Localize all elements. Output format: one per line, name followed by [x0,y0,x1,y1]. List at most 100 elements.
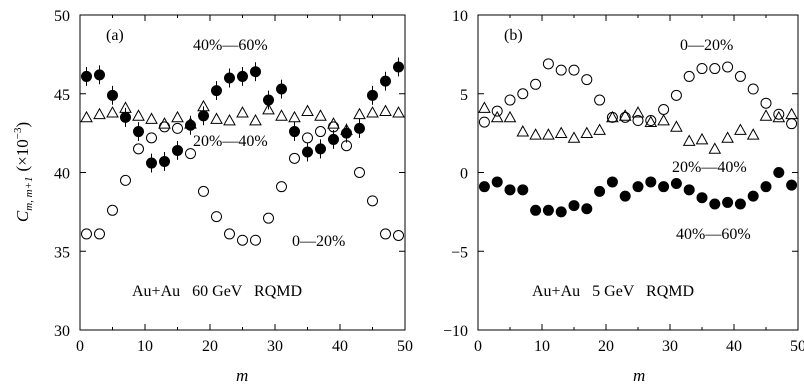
panel-b-open-circle-point [696,63,708,75]
panel-b-open-triangle-point [644,115,658,127]
panel-a-open-triangle-point [301,104,314,116]
panel-a-open-triangle-point [262,102,275,115]
panel-a-open-triangle-point [210,112,223,124]
panel-a-open-triangle-point [314,109,327,121]
panel-b-open-triangle-point [657,113,670,126]
panel-a-marks [80,57,405,246]
panel-b-open-circle-point [530,78,542,90]
panel-b-open-circle-point [786,118,798,130]
panel-b-open-triangle-point [759,109,773,121]
panel-b-filled-circle-point [581,203,593,215]
panel-b-filled-circle-point [747,190,759,202]
panel-b-open-triangle-point [670,120,683,132]
panel-b-open-triangle-point [606,110,619,123]
panel-b-open-triangle-point [708,142,722,154]
panel-a-open-triangle-point [197,99,210,112]
panel-a-open-circle-point [263,212,274,224]
panel-b-open-triangle-point [478,101,491,113]
panel-a-filled-circle-point [393,61,404,73]
panel-b-open-triangle-point [734,123,747,135]
panel-a-open-circle-point [380,228,391,240]
panel-a-filled-circle-point [263,94,274,106]
panel-b-open-triangle-point [490,110,504,123]
panel-b-filled-circle-point [530,204,542,216]
panel-a-ylabel: Cm, m+1 (×10−3) [12,122,35,222]
panel-b-open-triangle-point [567,131,581,143]
panel-a-open-circle-point [367,195,378,207]
panel-a-filled-circle-point [107,89,118,101]
panel-a-filled-circle-point [250,66,261,78]
panel-a-open-circle-point [198,185,209,197]
panel-a-xtick-label: 20 [202,338,218,355]
panel-b-open-circle-point [555,64,567,76]
panel-b-open-circle-point [542,58,554,70]
ylabel-exponent: −3 [12,127,24,139]
panel-a-xtick-label: 0 [76,338,84,355]
panel-b-label: (b) [504,27,523,44]
panel-b-filled-circle-point [683,184,695,196]
panel-b-open-triangle-point [721,131,734,143]
panel-b-filled-circle-point [555,206,567,218]
panel-b-filled-circle-point [504,184,516,196]
panel-a-open-triangle-point [236,106,249,118]
panel-a-open-triangle-point [379,104,392,116]
panel-b-xtick-label: 0 [474,338,482,355]
panel-a-filled-circle-point [276,83,287,95]
panel-a-annotation: Au+Au 60 GeV RQMD [132,283,302,300]
panel-b-xtick-label: 30 [662,338,678,355]
panel-a-ytick-label: 50 [54,8,70,25]
panel-b-filled-circle-point [542,204,554,216]
ylabel-symbol: C [13,210,32,222]
panel-a-open-triangle-point [353,107,366,120]
panel-b-filled-circle-point [760,181,772,193]
panel-a-xtick-label: 10 [137,338,153,355]
panel-a-open-circle-point [289,152,300,164]
panel-b-open-triangle-point [682,134,696,146]
panel-a: (a) 40%—60% 20%—40% 0—20% Au+Au 60 GeV R… [12,8,413,385]
panel-a-filled-circle-point [380,75,391,87]
panel-b-marks [478,58,798,218]
panel-b-open-circle-point [645,115,657,127]
panel-b-annotation: Au+Au 5 GeV RQMD [532,283,694,300]
panel-b-open-circle-point [632,115,644,127]
panel-b-open-triangle-point [618,109,632,121]
panel-a-open-circle-point [146,132,157,144]
panel-a-filled-circle-point [198,110,209,122]
panel-b-filled-circle-point [606,176,618,188]
panel-a-open-circle-point [315,126,326,138]
panel-b-xtick-label: 40 [726,338,742,355]
panel-a-open-circle-point [81,228,92,240]
panel-a-xlabel: m [236,366,248,385]
panel-a-open-circle-point [302,132,313,144]
panel-b-filled-circle-point [632,181,644,193]
panel-a-filled-circle-point [133,126,144,138]
panel-a-open-circle-point [341,140,352,152]
panel-a-ytick-label: 45 [54,87,70,104]
panel-b-open-circle-point [581,74,593,86]
panel-a-filled-circle-point [81,70,92,82]
panel-b-ytick-label: 10 [452,8,468,25]
panel-b-filled-circle-point [491,176,503,188]
panel-a-filled-circle-point [315,143,326,155]
panel-a-filled-circle-point [172,144,183,156]
panel-b-open-triangle-point [631,106,645,118]
panel-b-filled-circle-point [773,167,785,178]
panel-a-filled-circle-point [302,146,313,158]
panel-a-open-circle-point [107,204,118,216]
panel-a-filled-circle-point [237,70,248,82]
panel-b: (b) 0—20% 20%—40% 40%—60% Au+Au 5 GeV RQ… [443,8,804,385]
panel-a-open-circle-point [211,211,222,223]
panel-b-filled-circle-point [658,181,670,193]
panel-a-open-triangle-point [392,106,405,118]
panel-b-series-label-20-40: 20%—40% [672,159,747,176]
panel-b-filled-circle-point [670,178,682,190]
panel-a-filled-circle-point [354,122,365,134]
panel-a-open-triangle-point [145,112,158,124]
panel-b-open-triangle-point [772,110,786,123]
panel-a-filled-circle-point [94,69,105,81]
panel-a-open-circle-point [185,148,196,160]
panel-b-filled-circle-point [696,192,708,204]
panel-b-filled-circle-point [568,200,580,212]
